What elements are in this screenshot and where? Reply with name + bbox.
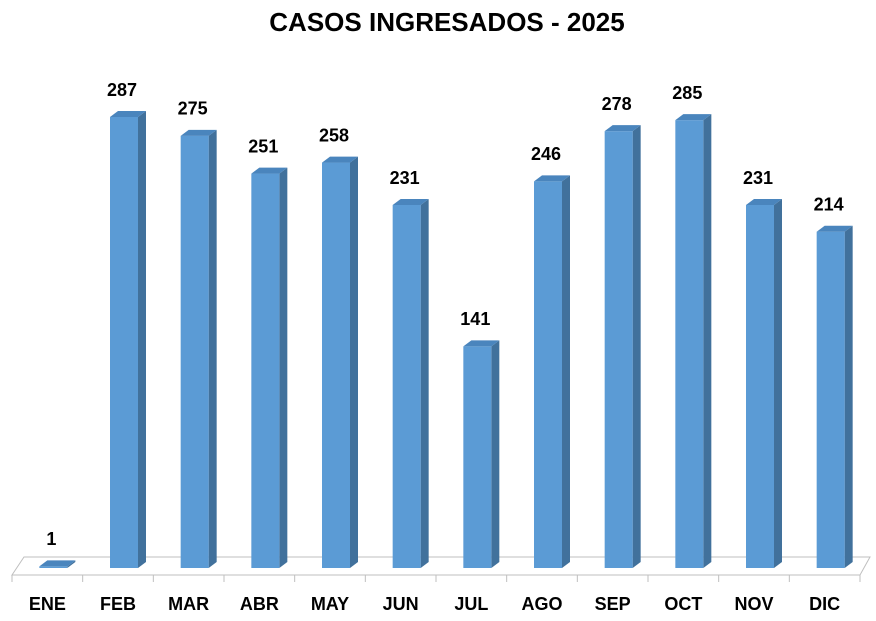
bar-top	[604, 125, 641, 132]
bar	[39, 560, 76, 568]
data-label: 287	[107, 80, 137, 100]
bar-front	[110, 117, 138, 568]
bar-top	[251, 167, 288, 174]
bar-top	[392, 199, 429, 205]
bar-top	[39, 560, 76, 567]
bar-side	[208, 129, 217, 568]
data-label: 275	[178, 99, 208, 119]
data-label: 214	[814, 194, 844, 214]
x-tick-label: MAR	[168, 594, 209, 614]
bar	[463, 340, 500, 568]
chart-title: CASOS INGRESADOS - 2025	[269, 7, 624, 37]
bar	[322, 156, 358, 569]
bar-side	[844, 225, 853, 568]
x-tick-label: JUL	[454, 594, 488, 614]
bar-front	[322, 162, 350, 569]
bar-front	[746, 205, 774, 568]
bar-side	[420, 199, 429, 568]
bar-front	[604, 131, 633, 568]
data-label: 278	[602, 94, 632, 114]
bar	[180, 129, 217, 568]
bar-side	[703, 114, 712, 569]
bar-top	[534, 175, 570, 182]
bar-top	[746, 199, 782, 205]
x-tick-label: AGO	[521, 594, 562, 614]
bar	[251, 167, 288, 569]
data-label: 231	[743, 168, 773, 188]
bar-top	[180, 129, 217, 136]
x-tick-label: ABR	[240, 594, 279, 614]
bar	[534, 175, 570, 568]
data-label: 258	[319, 125, 349, 145]
x-tick-label: OCT	[664, 594, 702, 614]
bar-top	[675, 114, 712, 121]
data-label: 251	[248, 136, 278, 156]
bar	[110, 111, 146, 568]
x-tick-label: DIC	[809, 594, 840, 614]
x-tick-label: JUN	[383, 594, 419, 614]
x-tick-label: SEP	[595, 594, 631, 614]
bar-top	[463, 340, 500, 347]
bar-front	[816, 231, 845, 568]
bar	[392, 199, 429, 568]
bar	[604, 125, 641, 569]
bar-side	[350, 156, 358, 569]
data-label: 231	[390, 168, 420, 188]
bar-side	[67, 560, 76, 568]
x-tick-label: MAY	[311, 594, 349, 614]
data-label: 285	[672, 83, 702, 103]
bar	[675, 114, 712, 569]
bar-front	[534, 181, 562, 568]
bar-top	[110, 111, 146, 117]
bar	[746, 199, 782, 568]
data-label: 246	[531, 144, 561, 164]
x-tick-label: ENE	[29, 594, 66, 614]
x-tick-label: NOV	[734, 594, 773, 614]
bar	[816, 225, 853, 568]
bar-side	[138, 111, 146, 568]
bar-front	[675, 120, 704, 569]
bar-front	[180, 135, 209, 568]
bar-top	[816, 225, 853, 232]
bar-side	[562, 175, 570, 568]
bar-front	[392, 205, 421, 568]
bar-top	[322, 156, 358, 163]
bar-side	[279, 167, 288, 569]
bar-side	[774, 199, 782, 568]
data-label: 1	[46, 529, 56, 549]
data-label: 141	[460, 309, 490, 329]
x-tick-label: FEB	[100, 594, 136, 614]
bar-front	[39, 566, 68, 568]
bar-front	[251, 173, 280, 569]
bar-side	[632, 125, 641, 569]
bar-side	[491, 340, 500, 568]
bar-front	[463, 346, 492, 568]
